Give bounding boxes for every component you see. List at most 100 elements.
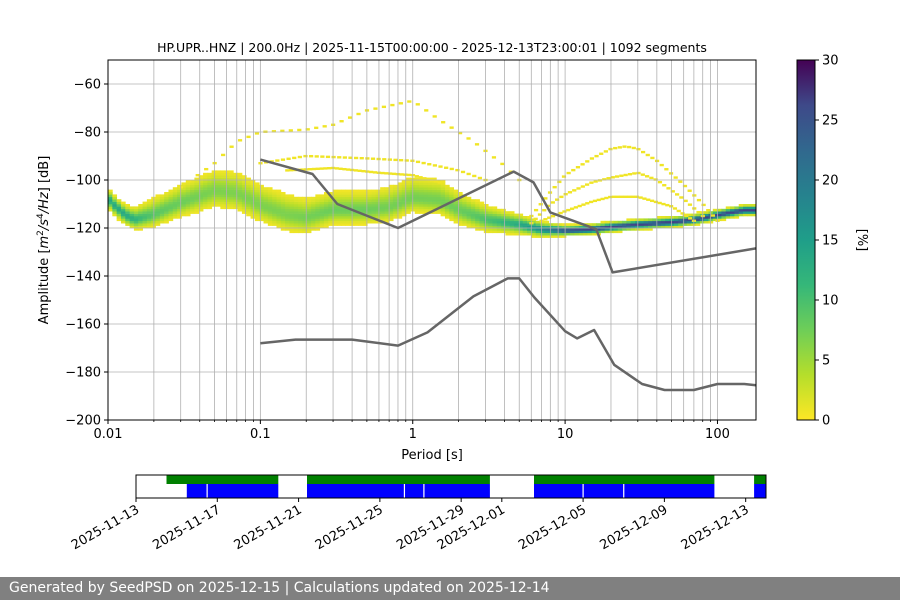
heatmap-cell — [246, 201, 251, 205]
heatmap-cell — [216, 170, 221, 174]
heatmap-cell — [224, 180, 230, 183]
heatmap-cell — [432, 184, 437, 188]
heatmap-cell — [164, 204, 169, 207]
heatmap-cell — [648, 223, 653, 226]
heatmap-cell — [384, 220, 390, 224]
heatmap-cell — [224, 196, 230, 200]
heatmap-cell — [319, 206, 325, 210]
heatmap-cell — [168, 192, 174, 195]
timeline-bar-top — [166, 475, 279, 484]
heatmap-cell — [358, 199, 364, 202]
heatmap-cell — [432, 177, 437, 181]
heatmap-cell — [449, 206, 454, 210]
colorbar-tick-label: 25 — [822, 114, 839, 129]
heatmap-cell — [237, 192, 243, 195]
heatmap-cell — [398, 102, 403, 105]
heatmap-cell — [311, 196, 316, 200]
heatmap-cell — [453, 194, 459, 198]
heatmap-cell — [444, 211, 450, 214]
heatmap-cell — [604, 223, 610, 226]
heatmap-cell — [315, 167, 320, 171]
heatmap-cell — [233, 199, 238, 202]
heatmap-cell — [559, 195, 564, 199]
heatmap-cell — [311, 225, 316, 229]
heatmap-cell — [540, 232, 545, 236]
heatmap-cell — [125, 208, 130, 212]
heatmap-cell — [475, 208, 480, 212]
heatmap-cell — [505, 223, 511, 226]
heatmap-cell — [198, 199, 204, 202]
heatmap-cell — [177, 189, 182, 193]
heatmap-cell — [475, 204, 480, 207]
heatmap-cell — [172, 199, 178, 202]
heatmap-cell — [565, 223, 571, 226]
heatmap-cell — [367, 192, 372, 195]
heatmap-cell — [673, 216, 679, 219]
heatmap-cell — [324, 204, 329, 207]
heatmap-cell — [289, 220, 295, 224]
heatmap-cell — [220, 175, 226, 178]
heatmap-cell — [172, 213, 178, 217]
footer-bar: Generated by SeedPSD on 2025-12-15 | Cal… — [0, 577, 900, 600]
heatmap-cell — [220, 201, 226, 205]
heatmap-cell — [354, 192, 359, 195]
heatmap-cell — [401, 184, 407, 188]
heatmap-cell — [479, 216, 485, 219]
heatmap-cell — [479, 213, 485, 217]
heatmap-cell — [561, 230, 567, 234]
heatmap-cell — [328, 218, 334, 222]
heatmap-cell — [198, 196, 204, 200]
heatmap-cell — [332, 194, 338, 198]
heatmap-cell — [164, 216, 169, 219]
heatmap-cell — [542, 209, 547, 212]
heatmap-cell — [211, 184, 217, 188]
heatmap-cell — [390, 103, 395, 107]
heatmap-cell — [336, 192, 342, 195]
heatmap-cell — [172, 216, 178, 219]
heatmap-cell — [570, 232, 575, 236]
heatmap-cell — [401, 201, 407, 205]
heatmap-cell — [272, 196, 277, 200]
heatmap-cell — [479, 225, 485, 229]
heatmap-cell — [619, 195, 624, 198]
heatmap-cell — [531, 235, 537, 238]
heatmap-cell — [470, 223, 476, 226]
heatmap-cell — [155, 194, 161, 198]
heatmap-cell — [734, 213, 740, 217]
heatmap-cell — [453, 204, 459, 207]
heatmap-cell — [401, 211, 407, 214]
heatmap-cell — [593, 180, 598, 183]
heatmap-cell — [203, 204, 208, 207]
heatmap-cell — [635, 220, 640, 224]
heatmap-cell — [414, 208, 420, 212]
heatmap-cell — [617, 225, 623, 229]
heatmap-cell — [194, 201, 200, 205]
heatmap-cell — [341, 220, 346, 224]
heatmap-cell — [436, 192, 442, 195]
heatmap-cell — [453, 206, 459, 210]
heatmap-cell — [285, 196, 290, 200]
heatmap-cell — [581, 203, 586, 206]
heatmap-cell — [604, 220, 610, 224]
heatmap-cell — [362, 196, 368, 200]
heatmap-cell — [488, 218, 493, 222]
heatmap-cell — [285, 169, 290, 172]
heatmap-cell — [315, 196, 321, 200]
heatmap-cell — [636, 171, 641, 175]
heatmap-cell — [488, 211, 493, 214]
heatmap-cell — [540, 230, 545, 234]
heatmap-cell — [207, 172, 213, 176]
heatmap-cell — [177, 206, 182, 210]
heatmap-cell — [596, 230, 601, 234]
heatmap-cell — [622, 220, 627, 224]
heatmap-cell — [164, 213, 169, 217]
heatmap-cell — [401, 192, 407, 195]
heatmap-cell — [572, 189, 577, 192]
heatmap-cell — [734, 216, 740, 219]
heatmap-cell — [466, 204, 472, 207]
heatmap-cell — [336, 220, 342, 224]
heatmap-cell — [138, 204, 143, 207]
heatmap-cell — [496, 208, 502, 212]
heatmap-cell — [397, 206, 403, 210]
heatmap-cell — [591, 230, 597, 234]
